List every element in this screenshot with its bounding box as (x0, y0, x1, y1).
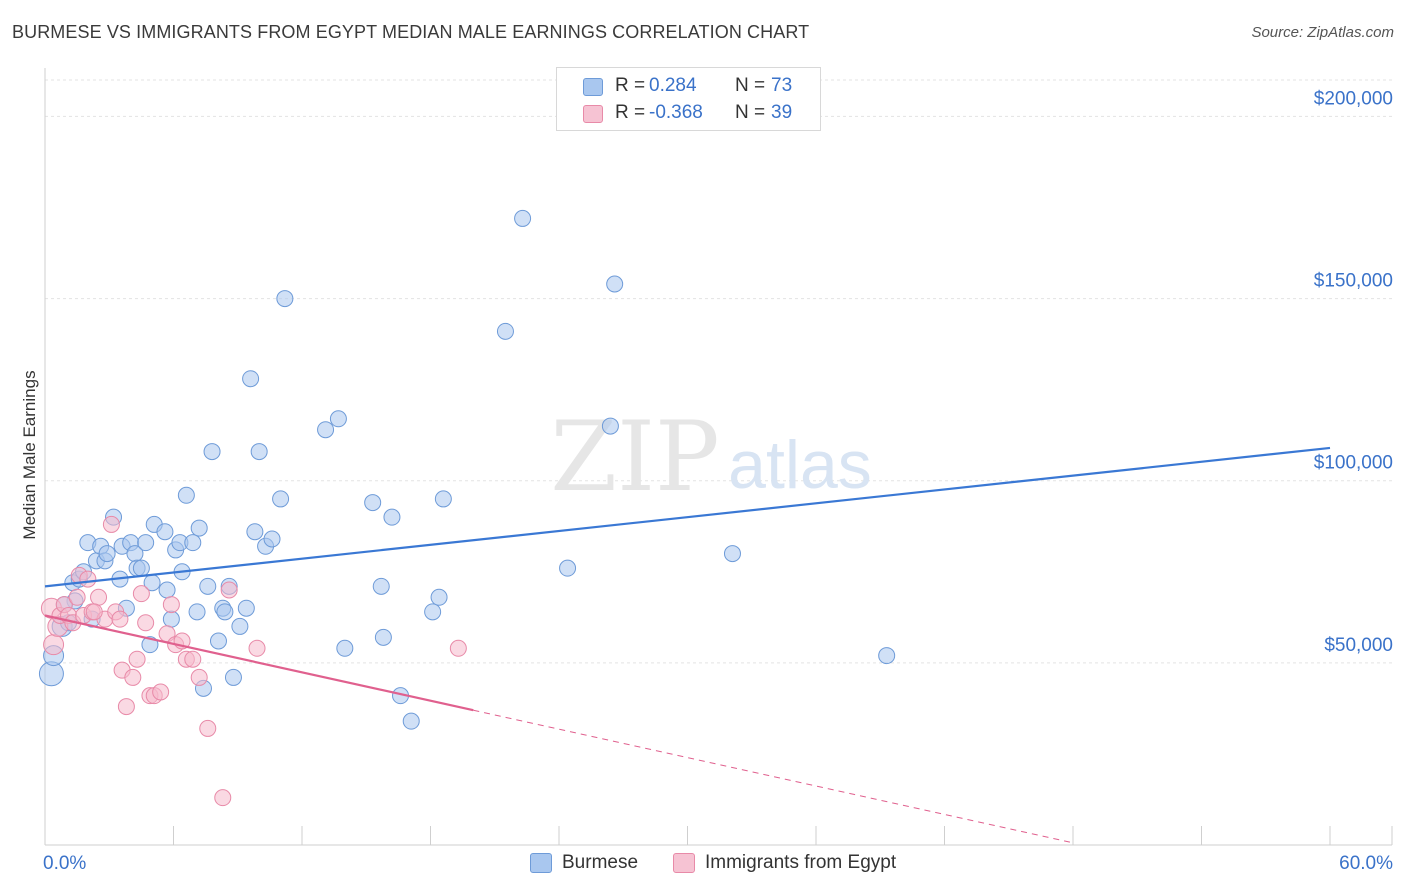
burmese-point (199, 577, 217, 595)
burmese-point (364, 494, 382, 512)
egypt-trend-extension (473, 709, 1074, 844)
burmese-point (402, 712, 420, 730)
watermark-zip: ZIP (550, 401, 719, 513)
stats-row-burmese: R = 0.284 N = 73 (557, 74, 820, 100)
burmese-point (383, 508, 401, 526)
burmese-point (177, 486, 195, 504)
burmese-point (216, 603, 234, 621)
egypt-point (184, 650, 202, 668)
egypt-point (128, 650, 146, 668)
watermark-atlas: atlas (728, 427, 872, 503)
stats-legend: R = 0.284 N = 73 R = -0.368 N = 39 (556, 67, 821, 131)
egypt-point (162, 596, 180, 614)
data-points (38, 209, 896, 807)
burmese-point (272, 490, 290, 508)
y-tick-label: $100,000 (1314, 453, 1393, 474)
burmese-point (430, 588, 448, 606)
burmese-point (317, 421, 335, 439)
burmese-point (203, 443, 221, 461)
y-tick-label: $150,000 (1314, 271, 1393, 292)
egypt-point (132, 585, 150, 603)
egypt-point (117, 698, 135, 716)
egypt-point (214, 789, 232, 807)
egypt-point (190, 668, 208, 686)
burmese-point (372, 577, 390, 595)
egypt-point (137, 614, 155, 632)
burmese-point (336, 639, 354, 657)
burmese-point (250, 443, 268, 461)
burmese-point (231, 617, 249, 635)
burmese-point (723, 545, 741, 563)
chart-title: BURMESE VS IMMIGRANTS FROM EGYPT MEDIAN … (12, 22, 810, 42)
n-value: 73 (771, 75, 793, 96)
egypt-point (68, 588, 86, 606)
burmese-point (424, 603, 442, 621)
n-label: N = (735, 75, 766, 96)
r-value: 0.284 (649, 75, 697, 96)
egypt-point (152, 683, 170, 701)
burmese-point (246, 523, 264, 541)
r-value: -0.368 (649, 102, 703, 123)
series-legend: Burmese Immigrants from Egypt (0, 851, 1406, 877)
source-label: Source: ZipAtlas.com (1251, 24, 1394, 41)
egypt-point (199, 719, 217, 737)
burmese-point (434, 490, 452, 508)
egypt-point (449, 639, 467, 657)
r-label: R = (615, 102, 646, 123)
burmese-point (242, 370, 260, 388)
egypt-point (85, 603, 103, 621)
egypt-point (220, 581, 238, 599)
burmese-point (559, 559, 577, 577)
trend-lines (44, 446, 1331, 844)
burmese-swatch (583, 78, 603, 96)
egypt-point (248, 639, 266, 657)
burmese-point (601, 417, 619, 435)
burmese-point (224, 668, 242, 686)
axes (44, 68, 1393, 846)
legend-label: Immigrants from Egypt (705, 852, 897, 873)
burmese-point (98, 545, 116, 563)
burmese-point (878, 647, 896, 665)
burmese-point (132, 559, 150, 577)
x-tick-label: 60.0% (1339, 853, 1393, 874)
burmese-point (188, 603, 206, 621)
burmese-point (374, 628, 392, 646)
burmese-point (209, 632, 227, 650)
x-tick-label: 0.0% (43, 853, 86, 874)
y-tick-label: $200,000 (1314, 88, 1393, 109)
tick-labels: $50,000 $100,000 $150,000 $200,000 0.0% 60.0% (43, 88, 1393, 874)
egypt-point (102, 515, 120, 533)
burmese-point (237, 599, 255, 617)
burmese-point (184, 534, 202, 552)
burmese-point (329, 410, 347, 428)
egypt-point (79, 570, 97, 588)
n-label: N = (735, 102, 766, 123)
burmese-point (156, 523, 174, 541)
r-label: R = (615, 75, 646, 96)
egypt-point (90, 588, 108, 606)
legend-label: Burmese (562, 852, 639, 873)
egypt-point (124, 668, 142, 686)
burmese-point (606, 275, 624, 293)
burmese-point (496, 322, 514, 340)
burmese-point (137, 534, 155, 552)
egypt-point (43, 634, 65, 656)
egypt-swatch (583, 105, 603, 123)
y-tick-label: $50,000 (1324, 635, 1393, 656)
burmese-point (514, 209, 532, 227)
burmese-point (190, 519, 208, 537)
egypt-trend-line (44, 614, 474, 712)
burmese-point (263, 530, 281, 548)
egypt-swatch (673, 853, 695, 873)
burmese-trend-line (44, 446, 1331, 588)
burmese-point (162, 610, 180, 628)
burmese-point (276, 290, 294, 308)
stats-row-egypt: R = -0.368 N = 39 (557, 101, 820, 127)
burmese-swatch (530, 853, 552, 873)
burmese-point (158, 581, 176, 599)
n-value: 39 (771, 102, 793, 123)
egypt-point (111, 610, 129, 628)
